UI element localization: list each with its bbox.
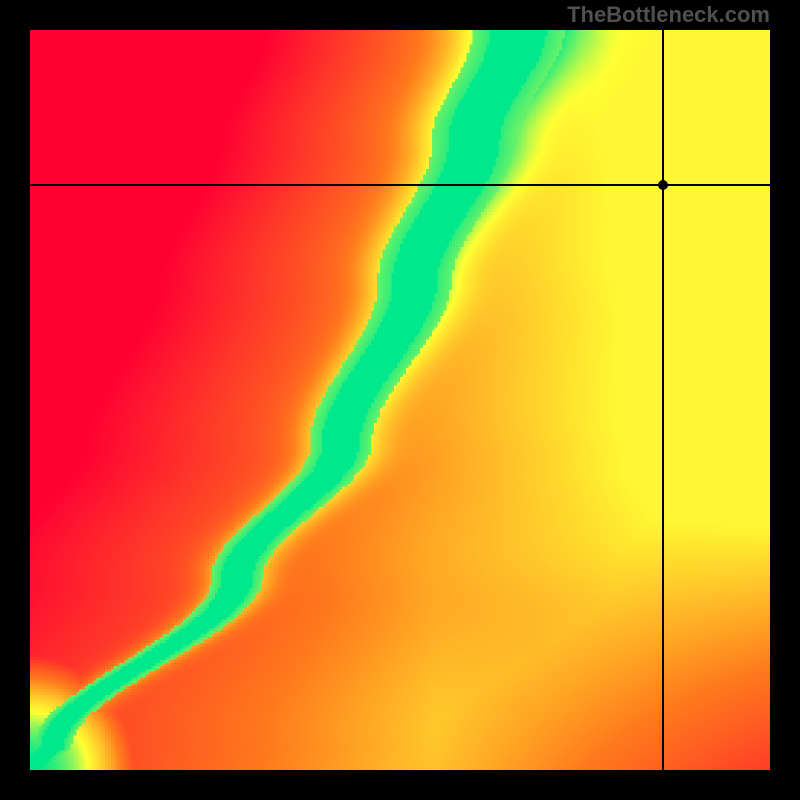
crosshair-marker bbox=[658, 180, 668, 190]
bottleneck-heatmap bbox=[30, 30, 770, 770]
watermark: TheBottleneck.com bbox=[567, 2, 770, 28]
heatmap-canvas bbox=[30, 30, 770, 770]
crosshair-vertical bbox=[662, 30, 664, 770]
